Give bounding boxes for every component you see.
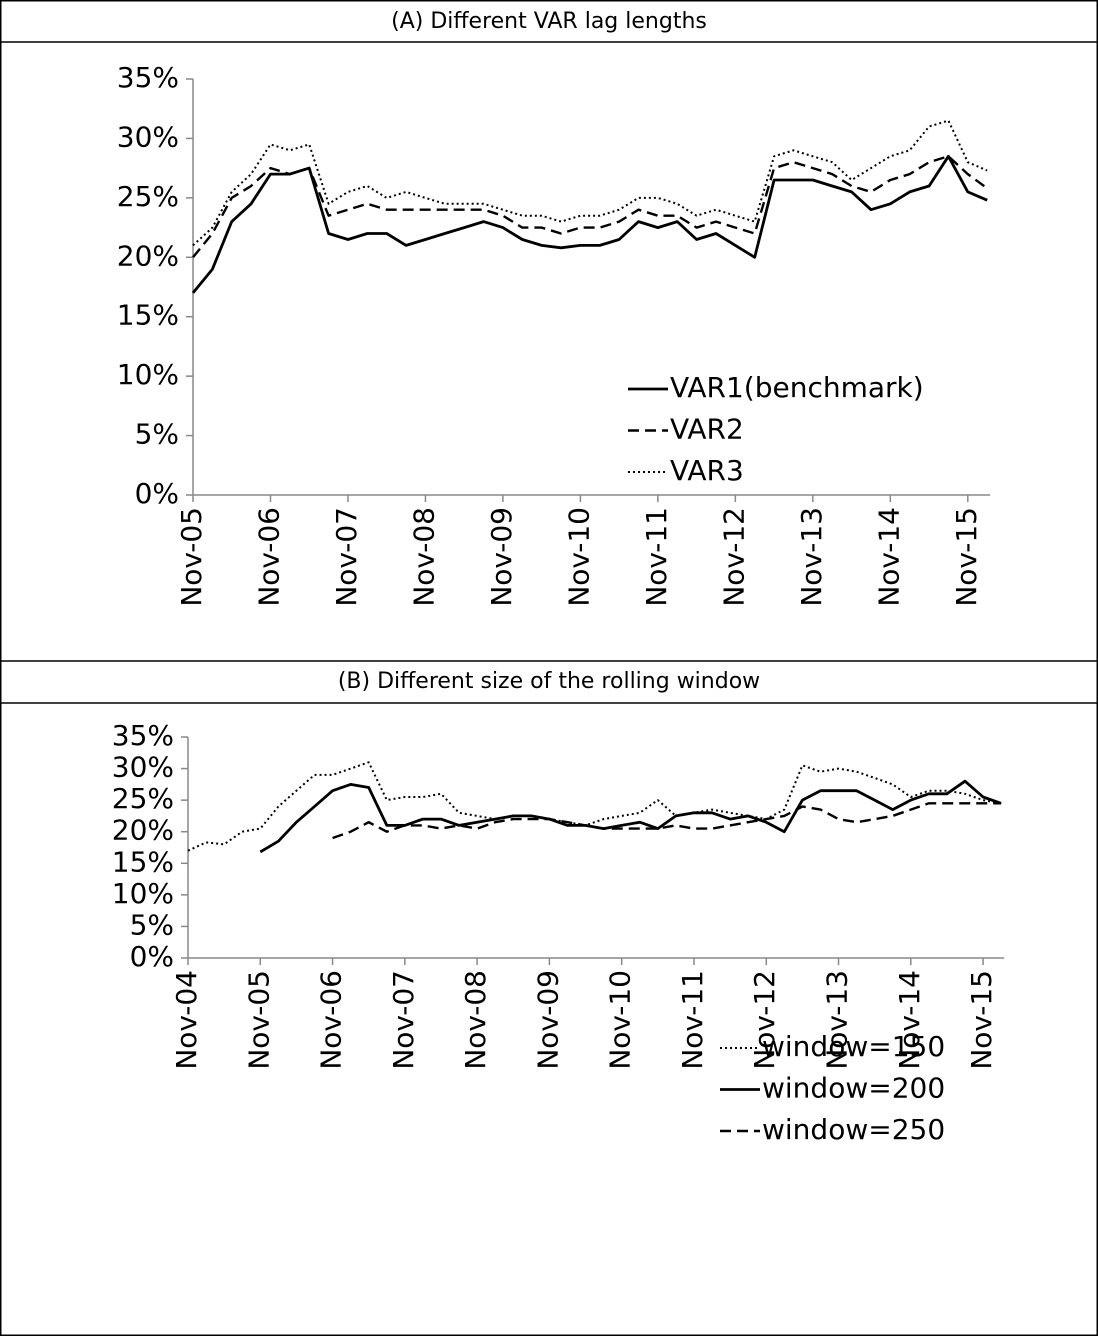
y-tick-label: 35%: [117, 61, 179, 94]
y-tick-label: 15%: [112, 845, 174, 878]
series-line: [332, 802, 1002, 840]
legend-label: VAR1(benchmark): [670, 371, 924, 404]
x-tick-label: Nov-06: [252, 507, 285, 607]
x-tick-label: Nov-05: [242, 970, 275, 1070]
y-tick-label: 10%: [112, 877, 174, 910]
x-tick-label: Nov-13: [821, 970, 854, 1070]
x-tick-label: Nov-12: [717, 507, 750, 607]
chart-title: (A) Different VAR lag lengths: [391, 9, 707, 34]
x-tick-label: Nov-04: [170, 970, 203, 1070]
y-tick-label: 5%: [135, 418, 179, 451]
x-tick-label: Nov-07: [330, 507, 363, 607]
x-tick-label: Nov-08: [407, 507, 440, 607]
y-tick-label: 25%: [112, 782, 174, 815]
x-tick-label: Nov-05: [175, 507, 208, 607]
x-tick-label: Nov-15: [965, 970, 998, 1070]
x-tick-label: Nov-06: [315, 970, 348, 1070]
x-tick-label: Nov-10: [604, 970, 637, 1070]
series-line: [191, 154, 988, 294]
y-tick-label: 0%: [135, 477, 179, 510]
legend-label: window=150: [762, 1030, 945, 1063]
x-tick-label: Nov-14: [893, 970, 926, 1070]
y-tick-label: 30%: [117, 120, 179, 153]
y-tick-label: 0%: [130, 940, 174, 973]
legend-label: window=250: [762, 1113, 945, 1146]
series-line: [192, 119, 988, 247]
y-tick-label: 5%: [130, 908, 174, 941]
x-tick-label: Nov-10: [562, 507, 595, 607]
y-tick-label: 15%: [117, 299, 179, 332]
x-tick-label: Nov-07: [387, 970, 420, 1070]
y-tick-label: 35%: [112, 719, 174, 752]
y-tick-label: 30%: [112, 751, 174, 784]
legend-label: VAR3: [670, 454, 744, 487]
legend-label: VAR2: [670, 413, 744, 446]
y-tick-label: 20%: [112, 814, 174, 847]
x-tick-label: Nov-11: [676, 970, 709, 1070]
y-tick-label: 20%: [117, 239, 179, 272]
x-tick-label: Nov-13: [795, 507, 828, 607]
series-line: [187, 761, 1002, 852]
x-tick-label: Nov-14: [872, 507, 905, 607]
series-line: [259, 779, 1002, 854]
x-tick-label: Nov-11: [640, 507, 673, 607]
legend-label: window=200: [762, 1072, 945, 1105]
y-tick-label: 25%: [117, 180, 179, 213]
x-tick-label: Nov-15: [950, 507, 983, 607]
x-tick-label: Nov-08: [459, 970, 492, 1070]
x-tick-label: Nov-09: [531, 970, 564, 1070]
chart-title: (B) Different size of the rolling window: [338, 669, 760, 694]
x-tick-label: Nov-09: [485, 507, 518, 607]
y-tick-label: 10%: [117, 358, 179, 391]
x-tick-label: Nov-12: [748, 970, 781, 1070]
series-line: [192, 155, 988, 259]
